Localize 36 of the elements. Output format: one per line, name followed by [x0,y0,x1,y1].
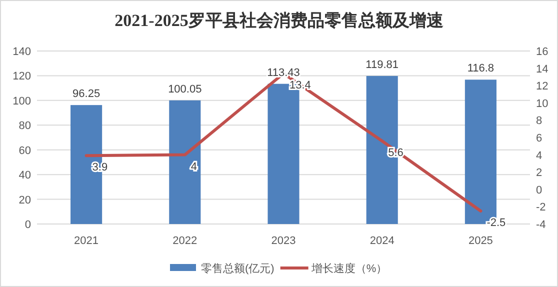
y-tick-label: 60 [18,144,31,157]
data-label: 100.05 [168,83,202,96]
legend-label: 零售总额(亿元) [201,262,274,275]
data-label: 96.25 [72,88,100,100]
y2-tick-label: 8 [536,115,542,128]
bar [169,100,201,224]
x-tick-label: 2025 [468,235,493,247]
y2-tick-label: 4 [536,150,542,162]
y2-tick-label: 6 [536,132,542,144]
legend-label: 增长速度（%） [310,262,388,275]
y2-tick-label: -4 [536,219,546,231]
y-tick-label: 20 [18,194,31,206]
y-tick-label: 140 [12,46,31,58]
x-tick-label: 2022 [172,235,198,247]
data-label: 13.4 [290,80,311,92]
x-tick-label: 2023 [271,235,296,247]
data-label: -2.5 [486,217,506,230]
y2-tick-label: 2 [536,167,542,180]
data-label: 113.43 [267,66,300,79]
data-label: 116.8 [467,62,494,75]
x-tick-label: 2021 [74,235,99,247]
y-tick-label: 0 [24,219,31,231]
y-tick-label: 100 [12,95,31,108]
chart-title: 2021-2025罗平县社会消费品零售总额及增速 [114,11,444,30]
y-tick-label: 120 [12,70,31,83]
y-tick-label: 80 [18,120,31,132]
y2-tick-label: 10 [536,98,548,110]
y2-tick-label: 0 [536,184,542,196]
y-tick-label: 40 [18,170,31,182]
y2-tick-label: 12 [536,80,548,93]
y2-tick-label: 14 [536,63,548,76]
y2-tick-label: -2 [536,202,546,214]
y2-tick-label: 16 [536,46,548,58]
x-tick-label: 2024 [370,235,394,247]
data-label: 119.81 [366,58,399,71]
data-label: 4 [190,160,198,173]
